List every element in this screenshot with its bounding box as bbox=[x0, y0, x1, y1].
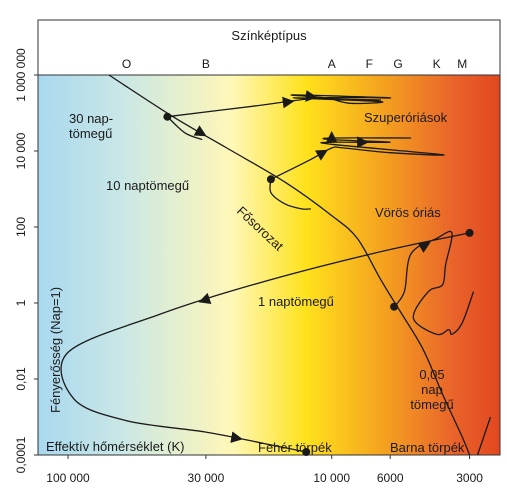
track-6 bbox=[60, 232, 470, 453]
spectral-class-k: K bbox=[433, 57, 441, 71]
spectral-class-b: B bbox=[202, 57, 210, 71]
track-arrow bbox=[230, 431, 243, 443]
label-005-solar-mass-line3: tömegű bbox=[410, 397, 453, 412]
spectral-class-o: O bbox=[122, 57, 131, 71]
plot-frame bbox=[37, 19, 501, 456]
track-7 bbox=[476, 416, 492, 456]
star-marker bbox=[266, 175, 275, 184]
track-3 bbox=[167, 94, 391, 118]
label-10-solar-mass: 10 naptömegű bbox=[106, 178, 189, 193]
track-0 bbox=[108, 74, 471, 456]
label-30-solar-mass-line1: 30 nap- bbox=[69, 111, 113, 126]
spectral-class-a: A bbox=[328, 57, 336, 71]
track-arrow bbox=[282, 96, 295, 109]
y-tick-label: 0,01 bbox=[14, 367, 28, 391]
track-arrows bbox=[193, 90, 431, 443]
label-white-dwarfs: Fehér törpék bbox=[258, 440, 332, 455]
label-005-solar-mass-line1: 0,05 bbox=[419, 367, 444, 382]
y-tick-label: 1 000 000 bbox=[14, 48, 28, 102]
y-tick-label: 100 bbox=[14, 217, 28, 237]
y-tick-label: 10 000 bbox=[14, 132, 28, 169]
star-marker bbox=[302, 448, 311, 456]
y-tick-label: 0,0001 bbox=[14, 436, 28, 473]
y-axis-label: Fényerősség (Nap=1) bbox=[48, 287, 63, 413]
label-red-giant: Vörös óriás bbox=[375, 205, 441, 220]
axis-ticks: 1 000 000 10 000 100 1 0,01 0,0001 100 000 30 0… bbox=[14, 48, 483, 485]
x-tick-label: 30 000 bbox=[188, 471, 225, 485]
track-5 bbox=[393, 230, 475, 336]
track-arrow bbox=[417, 242, 431, 253]
plot-background bbox=[38, 75, 500, 455]
x-axis-label: Effektív hőmérséklet (K) bbox=[46, 439, 184, 454]
spectral-class-f: F bbox=[366, 57, 373, 71]
chart-title: Színképtípus bbox=[231, 28, 307, 43]
label-brown-dwarfs: Barna törpék bbox=[390, 440, 465, 455]
x-tick-label: 10 000 bbox=[313, 471, 350, 485]
star-markers bbox=[163, 112, 474, 456]
x-tick-label: 3000 bbox=[456, 471, 483, 485]
track-arrow bbox=[193, 125, 207, 137]
track-arrow bbox=[315, 149, 329, 161]
track-2 bbox=[269, 179, 311, 210]
label-005-solar-mass-line2: nap bbox=[421, 382, 443, 397]
track-arrow bbox=[198, 292, 212, 304]
track-1 bbox=[166, 116, 203, 141]
header-band bbox=[38, 20, 500, 75]
y-tick-label: 1 bbox=[14, 299, 28, 306]
label-supergiants: Szuperóriások bbox=[364, 110, 448, 125]
spectral-class-m: M bbox=[457, 57, 467, 71]
x-tick-label: 6000 bbox=[377, 471, 404, 485]
star-marker bbox=[390, 302, 399, 311]
label-1-solar-mass: 1 naptömegű bbox=[258, 294, 334, 309]
star-marker bbox=[465, 228, 474, 237]
star-marker bbox=[163, 112, 172, 121]
x-tick-label: 100 000 bbox=[46, 471, 90, 485]
spectral-class-g: G bbox=[393, 57, 402, 71]
evolution-tracks bbox=[60, 74, 492, 456]
label-30-solar-mass-line2: tömegű bbox=[69, 126, 112, 141]
